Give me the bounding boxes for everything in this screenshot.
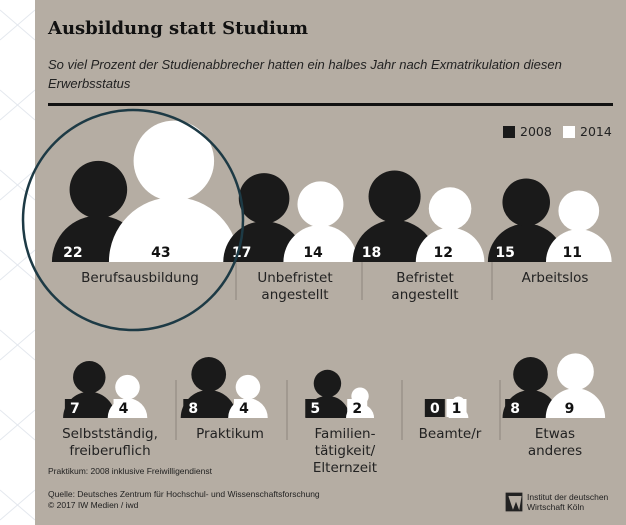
value-label-bg [495, 243, 516, 261]
category-label: Befristet angestellt [391, 270, 459, 303]
value-label-bg [303, 243, 324, 261]
icon-head [557, 353, 594, 391]
background-lines [0, 9, 36, 521]
value-label-bg [183, 399, 204, 417]
logo-text: Institut der deutschen [527, 492, 609, 502]
icon-head [115, 374, 140, 400]
value-label: 5 [310, 401, 320, 417]
icon-head [69, 160, 128, 219]
value-label-bg [347, 399, 368, 417]
value-label-bg [150, 243, 171, 261]
legend-label: 2014 [580, 124, 612, 139]
value-label: 4 [239, 401, 249, 417]
value-label: 0 [430, 401, 440, 417]
copyright: © 2017 IW Medien / iwd [48, 500, 139, 510]
icon-head [513, 357, 548, 392]
value-label: 43 [151, 245, 170, 261]
icon-head [238, 173, 290, 224]
category-label: Etwas anderes [527, 426, 583, 459]
card [35, 0, 626, 525]
logo-mark [504, 491, 524, 513]
category-label: Familien- tätigkeit/ Elternzeit [312, 426, 378, 476]
category-label: Unbefristet angestellt [257, 270, 333, 303]
value-label: 11 [562, 245, 581, 261]
icon-head [368, 170, 421, 223]
rule [48, 103, 613, 106]
value-label: 22 [63, 245, 82, 261]
value-label-bg [505, 399, 526, 417]
value-label-bg [424, 399, 445, 417]
value-label-bg [113, 399, 134, 417]
legend-swatch [503, 126, 515, 138]
value-label-bg [446, 399, 467, 417]
icon-head [313, 369, 342, 398]
value-label: 4 [119, 401, 129, 417]
icon-head [191, 357, 227, 392]
person-icon [108, 120, 239, 262]
value-label: 8 [188, 401, 198, 417]
value-label: 8 [510, 401, 520, 417]
logo-text: Wirtschaft Köln [527, 502, 585, 512]
value-label-bg [562, 243, 583, 261]
icon-head [558, 190, 600, 232]
value-label-bg [305, 399, 326, 417]
value-label: 9 [565, 401, 575, 417]
category-label: Berufsausbildung [81, 270, 199, 286]
legend-label: 2008 [520, 124, 552, 139]
value-label-bg [559, 399, 580, 417]
icon-head [235, 374, 261, 400]
value-label: 14 [303, 245, 323, 261]
value-label-bg [233, 399, 254, 417]
person-icon [283, 181, 358, 262]
icon-head [502, 178, 550, 227]
value-label-bg [433, 243, 454, 261]
category-label: Arbeitslos [521, 270, 589, 286]
icon-body [108, 197, 239, 262]
value-label-bg [62, 243, 83, 261]
value-label: 7 [70, 401, 80, 417]
category-label: Beamte/r [418, 426, 482, 442]
highlight-circle [21, 108, 245, 332]
footnote: Praktikum: 2008 inklusive Freiwilligendi… [48, 466, 212, 476]
subtitle: So viel Prozent der Studienabbrecher hat… [48, 57, 562, 91]
icon-head [133, 120, 215, 202]
category-label: Selbstständig, freiberuflich [62, 426, 158, 459]
icon-head [73, 360, 106, 394]
value-label: 12 [433, 245, 452, 261]
title: Ausbildung statt Studium [48, 18, 309, 39]
value-label-bg [361, 243, 382, 261]
value-label: 1 [452, 401, 462, 417]
value-label-bg [64, 399, 85, 417]
legend-swatch [563, 126, 575, 138]
value-label: 18 [362, 245, 381, 261]
source: Quelle: Deutsches Zentrum für Hochschul-… [48, 489, 320, 499]
value-label: 15 [495, 245, 514, 261]
icon-head [297, 181, 344, 228]
icon-head [428, 187, 472, 230]
value-label: 2 [352, 401, 362, 417]
category-label: Praktikum [196, 426, 264, 442]
